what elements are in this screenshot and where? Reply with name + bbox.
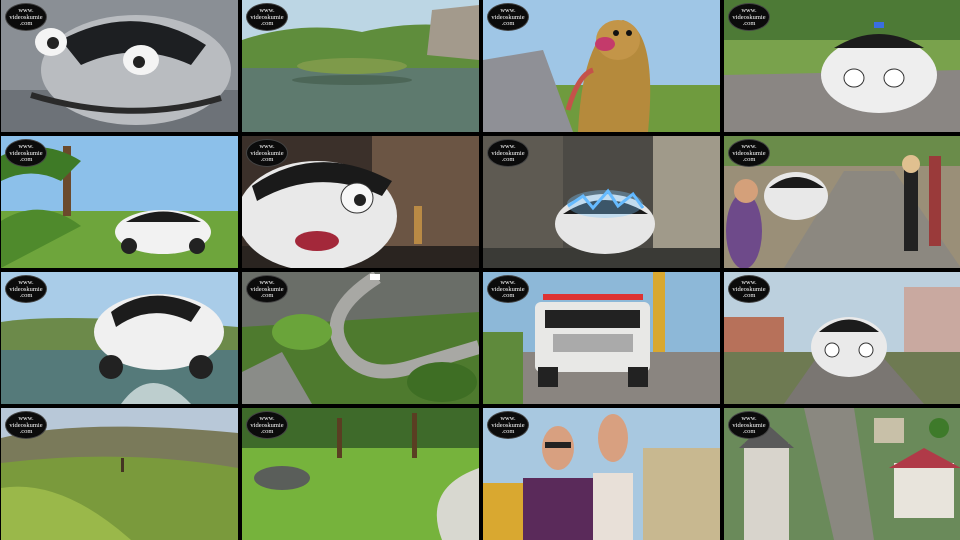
watermark-badge: www. videoskumie .com	[5, 411, 47, 439]
watermark-badge: www. videoskumie .com	[246, 139, 288, 167]
scene-image	[724, 272, 960, 404]
watermark-line3: .com	[742, 20, 756, 27]
watermark-badge: www. videoskumie .com	[487, 139, 529, 167]
watermark-line2: videoskumie	[250, 13, 284, 21]
watermark-line1: www.	[18, 7, 34, 14]
watermark-line2: videoskumie	[732, 421, 766, 429]
watermark-line1: www.	[18, 143, 34, 150]
watermark-badge: www. videoskumie .com	[246, 275, 288, 303]
watermark-line3: .com	[260, 156, 274, 163]
watermark-line1: www.	[741, 143, 757, 150]
watermark-badge: www. videoskumie .com	[5, 139, 47, 167]
watermark-line1: www.	[500, 279, 516, 286]
scene-image	[242, 0, 479, 132]
watermark-badge: www. videoskumie .com	[487, 3, 529, 31]
watermark-line2: videoskumie	[9, 421, 43, 429]
watermark-line3: .com	[501, 20, 515, 27]
frame-grassy-hillside[interactable]: www. videoskumie .com	[1, 408, 238, 540]
frame-lake-island[interactable]: www. videoskumie .com	[242, 0, 479, 132]
frame-police-car-road[interactable]: www. videoskumie .com	[724, 0, 960, 132]
frame-car-with-crowd[interactable]: www. videoskumie .com	[724, 136, 960, 268]
watermark-line2: videoskumie	[732, 149, 766, 157]
watermark-line3: .com	[260, 20, 274, 27]
frame-town-aerial[interactable]: www. videoskumie .com	[724, 408, 960, 540]
scene-image	[483, 136, 720, 268]
watermark-badge: www. videoskumie .com	[487, 275, 529, 303]
frame-forest-path[interactable]: www. videoskumie .com	[242, 408, 479, 540]
watermark-line2: videoskumie	[732, 13, 766, 21]
watermark-line3: .com	[19, 292, 33, 299]
frame-police-car-closeup[interactable]: www. videoskumie .com	[1, 0, 238, 132]
watermark-line1: www.	[259, 7, 275, 14]
scene-image	[1, 272, 238, 404]
frame-car-village-street[interactable]: www. videoskumie .com	[724, 272, 960, 404]
watermark-line3: .com	[501, 292, 515, 299]
watermark-line3: .com	[19, 428, 33, 435]
frame-hummer-truck[interactable]: www. videoskumie .com	[483, 272, 720, 404]
watermark-badge: www. videoskumie .com	[246, 3, 288, 31]
watermark-badge: www. videoskumie .com	[5, 3, 47, 31]
watermark-line3: .com	[742, 292, 756, 299]
watermark-line3: .com	[742, 428, 756, 435]
watermark-line1: www.	[500, 143, 516, 150]
frame-electrified-car[interactable]: www. videoskumie .com	[483, 136, 720, 268]
watermark-line3: .com	[19, 20, 33, 27]
watermark-line1: www.	[259, 279, 275, 286]
frame-two-villains[interactable]: www. videoskumie .com	[483, 408, 720, 540]
scene-image	[1, 136, 238, 268]
watermark-line3: .com	[501, 428, 515, 435]
watermark-line1: www.	[18, 279, 34, 286]
watermark-badge: www. videoskumie .com	[728, 275, 770, 303]
watermark-line1: www.	[741, 279, 757, 286]
frame-car-face-weasel-indoor[interactable]: www. videoskumie .com	[242, 136, 479, 268]
watermark-line3: .com	[19, 156, 33, 163]
scene-image	[724, 136, 960, 268]
frame-weasel-character[interactable]: www. videoskumie .com	[483, 0, 720, 132]
frame-police-car-field[interactable]: www. videoskumie .com	[1, 136, 238, 268]
scene-image	[724, 408, 960, 540]
watermark-line2: videoskumie	[9, 149, 43, 157]
watermark-line1: www.	[259, 415, 275, 422]
watermark-badge: www. videoskumie .com	[487, 411, 529, 439]
watermark-line3: .com	[260, 428, 274, 435]
watermark-line2: videoskumie	[250, 149, 284, 157]
watermark-line2: videoskumie	[250, 285, 284, 293]
watermark-line1: www.	[741, 415, 757, 422]
scene-image	[724, 0, 960, 132]
watermark-line3: .com	[742, 156, 756, 163]
watermark-badge: www. videoskumie .com	[246, 411, 288, 439]
watermark-line3: .com	[501, 156, 515, 163]
watermark-badge: www. videoskumie .com	[728, 411, 770, 439]
watermark-line2: videoskumie	[9, 13, 43, 21]
watermark-badge: www. videoskumie .com	[728, 139, 770, 167]
watermark-line2: videoskumie	[491, 13, 525, 21]
watermark-line2: videoskumie	[491, 421, 525, 429]
frame-winding-road-aerial[interactable]: www. videoskumie .com	[242, 272, 479, 404]
watermark-line3: .com	[260, 292, 274, 299]
scene-image	[483, 0, 720, 132]
watermark-line1: www.	[741, 7, 757, 14]
frame-car-jumping-water[interactable]: www. videoskumie .com	[1, 272, 238, 404]
watermark-line1: www.	[259, 143, 275, 150]
watermark-badge: www. videoskumie .com	[728, 3, 770, 31]
watermark-line2: videoskumie	[491, 149, 525, 157]
watermark-line2: videoskumie	[732, 285, 766, 293]
watermark-line1: www.	[18, 415, 34, 422]
watermark-line1: www.	[500, 7, 516, 14]
watermark-line2: videoskumie	[491, 285, 525, 293]
watermark-line2: videoskumie	[250, 421, 284, 429]
watermark-badge: www. videoskumie .com	[5, 275, 47, 303]
scene-image	[1, 0, 238, 132]
watermark-line1: www.	[500, 415, 516, 422]
watermark-line2: videoskumie	[9, 285, 43, 293]
